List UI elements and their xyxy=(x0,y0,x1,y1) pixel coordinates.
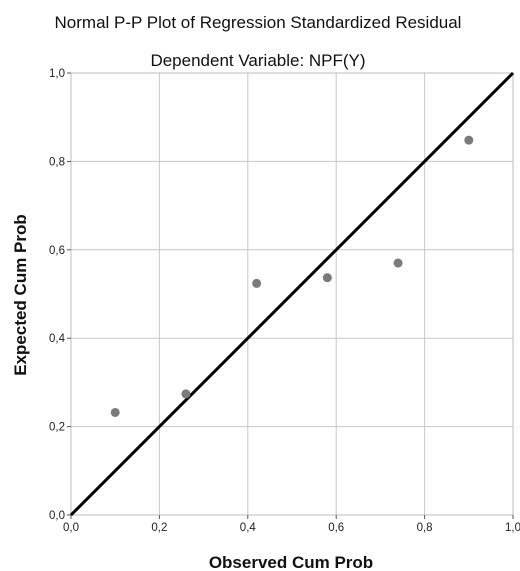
data-point xyxy=(110,407,120,417)
y-tick-label: 0,2 xyxy=(49,422,65,434)
chart-subtitle: Dependent Variable: NPF(Y) xyxy=(150,51,365,70)
x-tick-label: 1,0 xyxy=(505,522,520,534)
y-axis-ticks: 0,0 0,2 0,4 0,6 0,8 1,0 xyxy=(49,68,71,522)
y-tick-label: 0,8 xyxy=(49,156,65,168)
data-point xyxy=(322,273,332,283)
data-point xyxy=(252,278,262,288)
x-tick-label: 0,6 xyxy=(328,522,344,534)
data-point xyxy=(464,135,474,145)
x-tick-label: 0,2 xyxy=(151,522,167,534)
plot-frame xyxy=(70,72,514,516)
y-tick-label: 1,0 xyxy=(49,68,65,80)
x-axis-title: Observed Cum Prob xyxy=(209,553,373,571)
y-tick-label: 0,0 xyxy=(49,510,65,522)
reference-line xyxy=(69,71,515,517)
data-point xyxy=(393,258,403,268)
data-points xyxy=(110,135,474,417)
x-axis-ticks: 0,0 0,2 0,4 0,6 0,8 1,0 xyxy=(63,515,520,534)
x-tick-label: 0,4 xyxy=(240,522,257,534)
data-point xyxy=(181,389,191,399)
x-tick-label: 0,0 xyxy=(63,522,79,534)
chart-title: Normal P-P Plot of Regression Standardiz… xyxy=(55,13,462,32)
y-tick-label: 0,4 xyxy=(49,333,66,345)
x-tick-label: 0,8 xyxy=(417,522,433,534)
y-tick-label: 0,6 xyxy=(49,245,65,257)
y-axis-title: Expected Cum Prob xyxy=(11,214,30,376)
grid xyxy=(71,73,513,515)
